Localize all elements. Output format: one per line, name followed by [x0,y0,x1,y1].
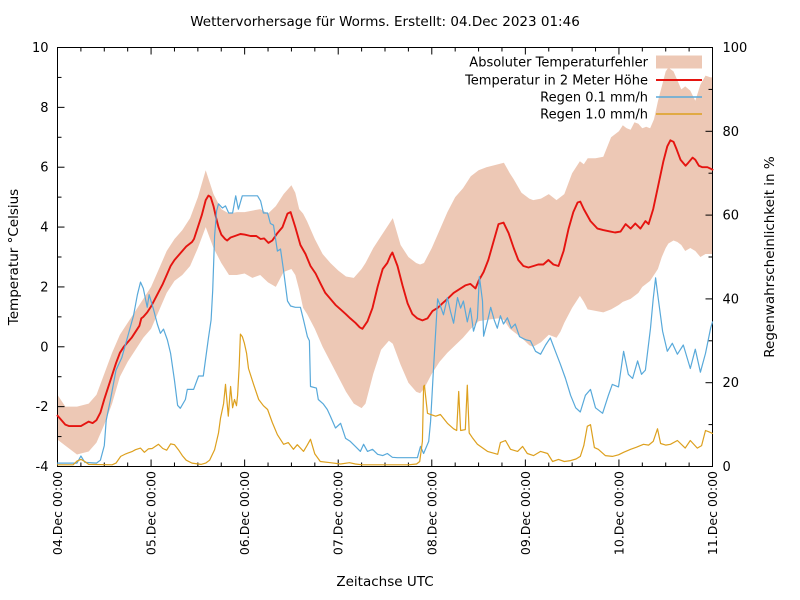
x-tick-label: 04.Dec 00:00 [50,471,65,555]
rain-01mm-line [56,195,714,464]
y2-axis-label: Regenwahrscheinlichkeit in % [762,156,778,358]
y-axis-label: Temperatur °Celsius [6,189,22,326]
legend: Absoluter Temperaturfehler Temperatur in … [464,55,702,123]
y-tick-label: 8 [40,101,48,116]
y-tick-label: 6 [40,161,48,176]
x-tick-label: 11.Dec 00:00 [705,471,720,555]
y-tick-label: 2 [40,280,48,295]
y2-tick-label: 80 [723,125,740,140]
y2-tick-label: 20 [723,376,740,391]
y2-tick-label: 0 [723,460,731,475]
temperature-line [56,139,714,428]
y2-tick-label: 100 [723,41,748,56]
legend-item: Regen 1.0 mm/h [540,108,702,123]
temperature-error-band-layer [57,67,713,455]
legend-label: Regen 0.1 mm/h [540,91,648,106]
x-tick-label: 05.Dec 00:00 [144,471,159,555]
series-layer [56,139,714,466]
y-tick-label: 10 [32,41,49,56]
x-tick-label: 09.Dec 00:00 [518,471,533,555]
y-tick-label: 0 [40,340,48,355]
y-tick-label: -2 [36,400,49,415]
y2-tick-label: 40 [723,292,740,307]
x-tick-label: 10.Dec 00:00 [611,471,626,555]
x-axis-label: Zeitachse UTC [336,574,433,590]
chart-title: Wettervorhersage für Worms. Erstellt: 04… [190,14,580,30]
legend-item: Regen 0.1 mm/h [540,91,702,106]
legend-swatch-box [656,55,702,69]
legend-item: Temperatur in 2 Meter Höhe [464,74,702,89]
x-tick-label: 06.Dec 00:00 [237,471,252,555]
legend-item: Absoluter Temperaturfehler [469,55,702,71]
temperature-error-band [57,67,713,455]
legend-label: Regen 1.0 mm/h [540,108,648,123]
y-tick-label: -4 [36,460,49,475]
axes-layer: 04.Dec 00:00 05.Dec 00:00 06.Dec 00:00 07.D… [32,41,747,555]
rain-10mm-line [56,333,714,466]
legend-label: Temperatur in 2 Meter Höhe [464,74,648,89]
legend-label: Absoluter Temperaturfehler [469,56,648,71]
x-tick-label: 08.Dec 00:00 [424,471,439,555]
x-tick-label: 07.Dec 00:00 [331,471,346,555]
y-tick-label: 4 [40,221,48,236]
y2-tick-label: 60 [723,209,740,224]
